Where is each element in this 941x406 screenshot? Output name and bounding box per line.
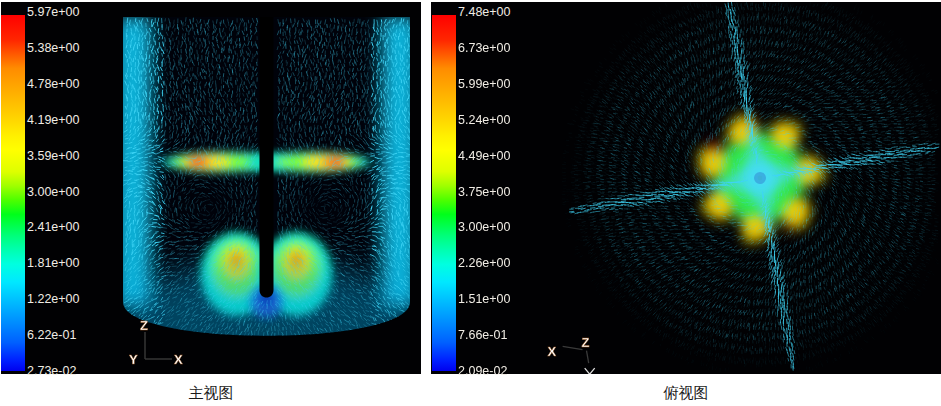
svg-text:X: X: [548, 344, 557, 359]
svg-text:Y: Y: [129, 352, 138, 367]
svg-text:Z: Z: [140, 318, 148, 333]
svg-text:X: X: [174, 352, 183, 367]
svg-text:Z: Z: [582, 335, 590, 350]
